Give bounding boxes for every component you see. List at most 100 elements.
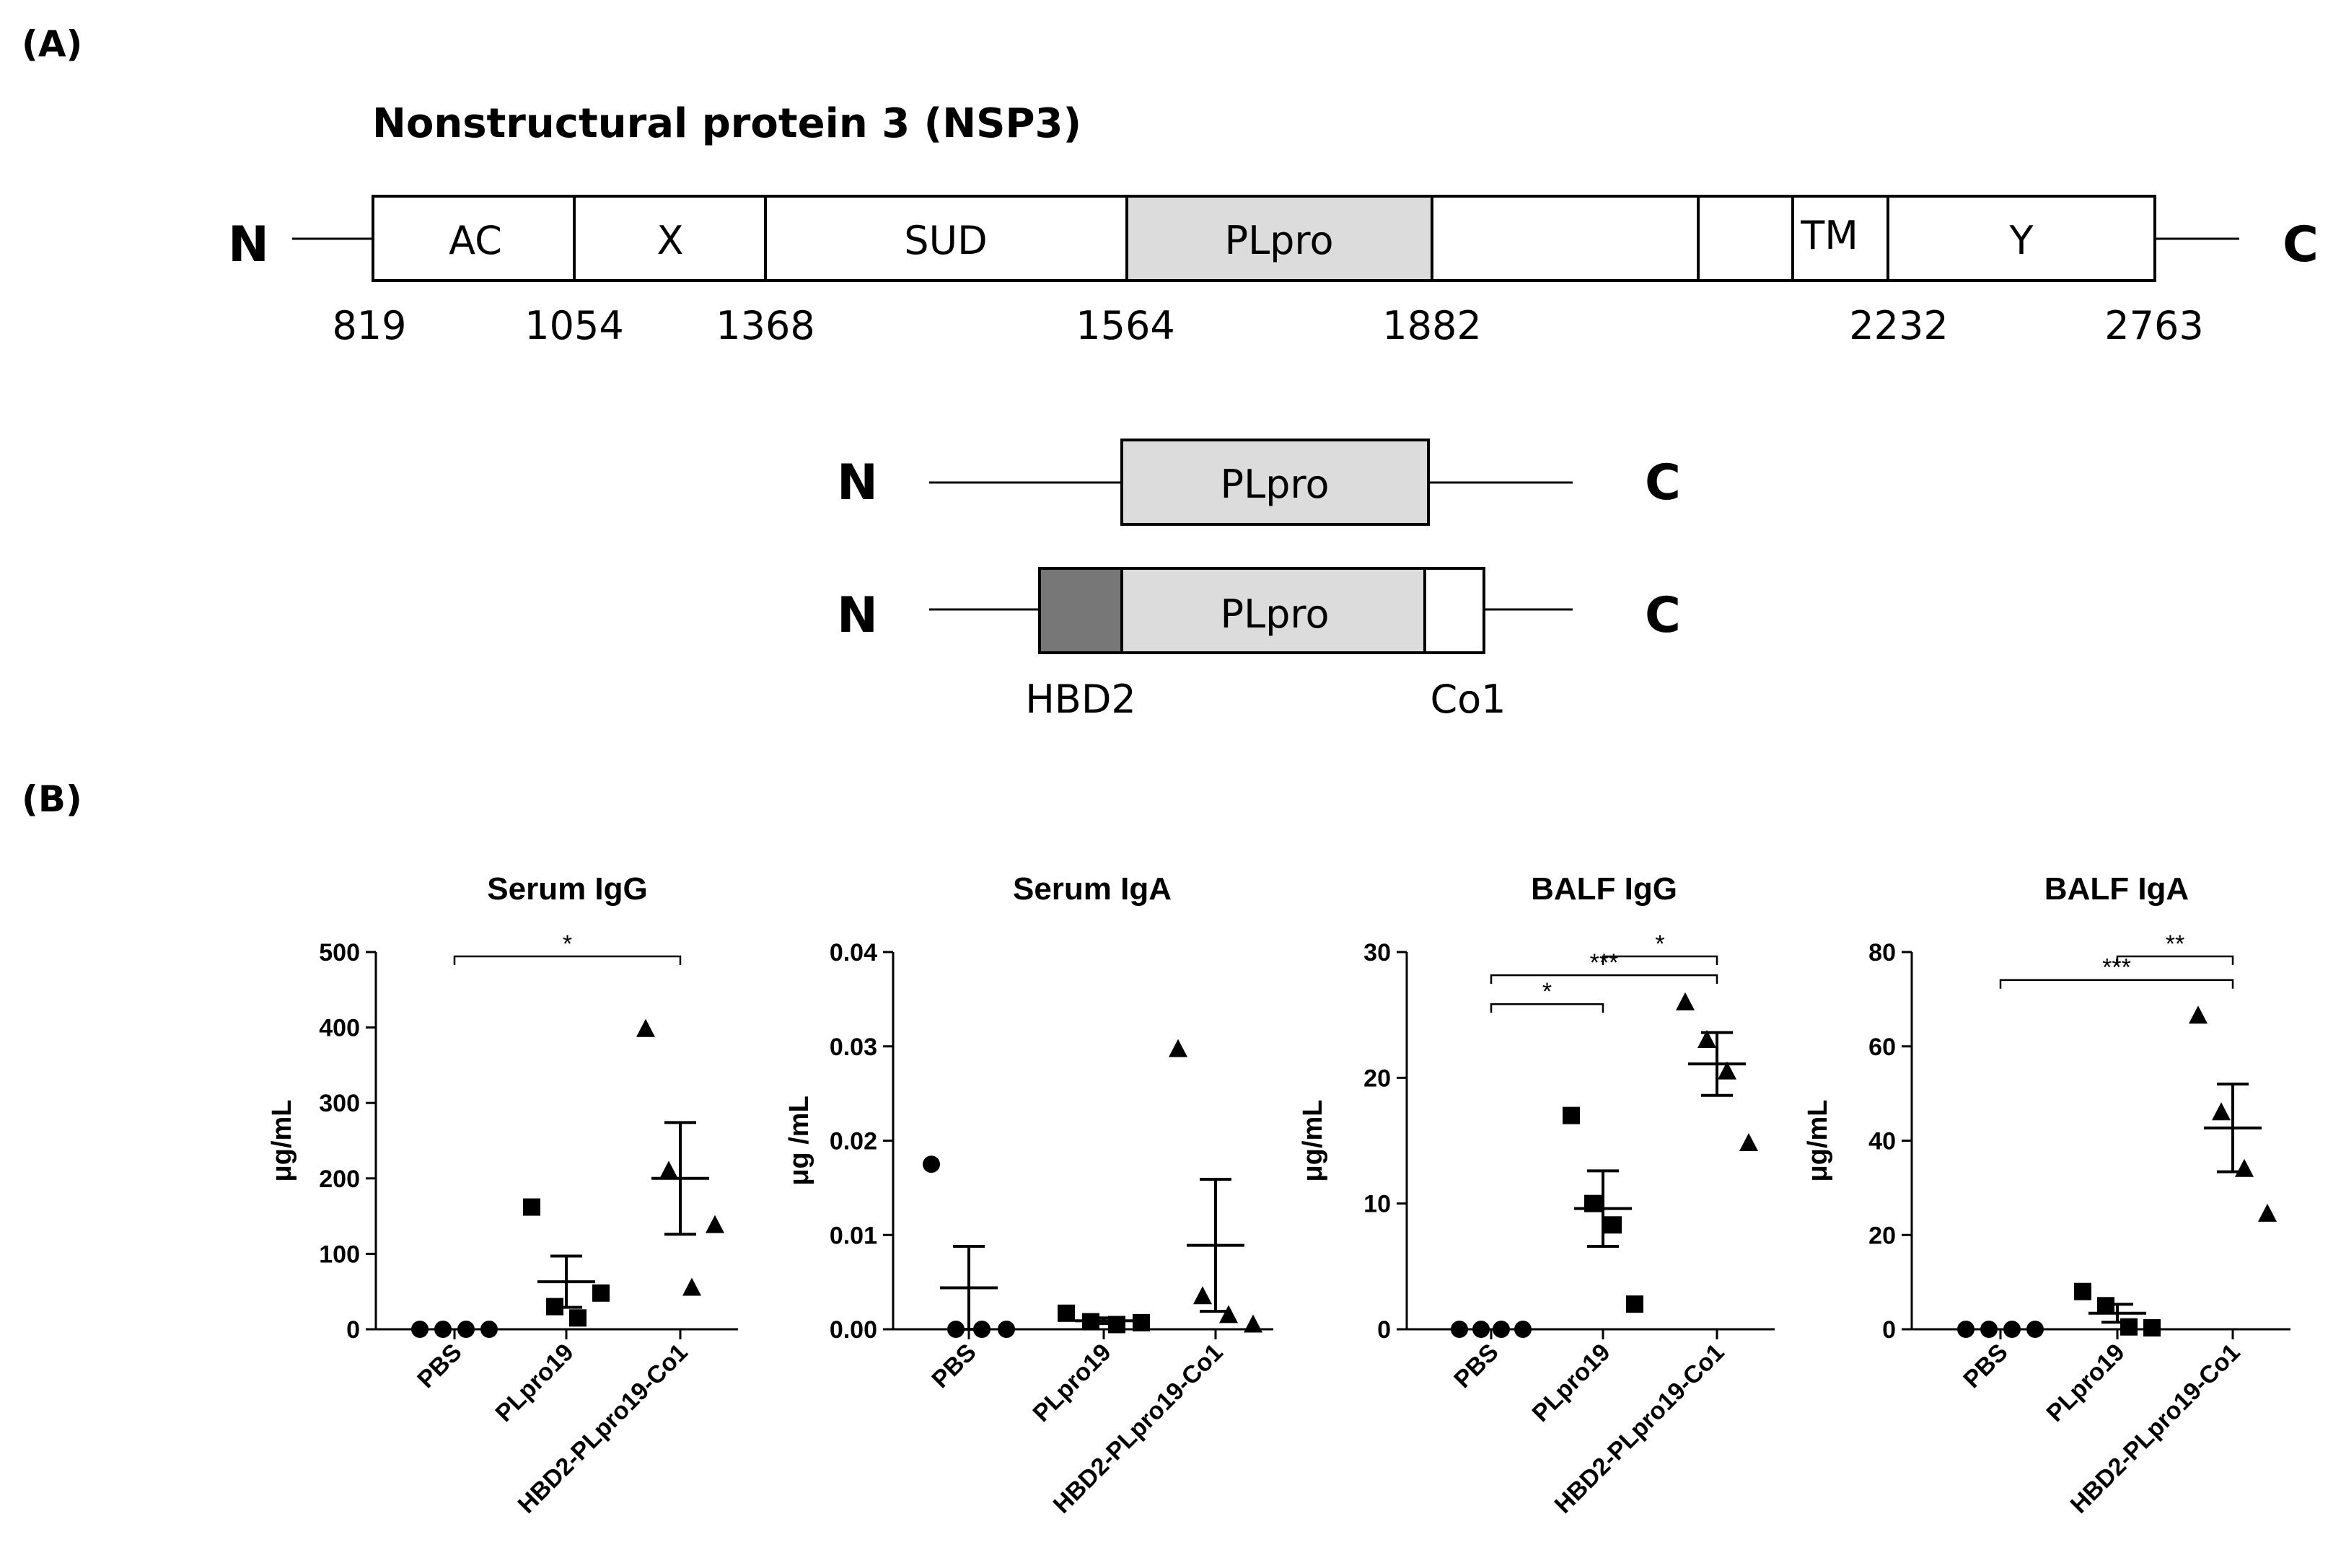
data-point [1514, 1321, 1532, 1338]
significance-label: *** [2102, 954, 2131, 982]
nsp3-position-2232: 2232 [1849, 303, 1948, 348]
construct-plpro19: N PLpro C [837, 439, 1681, 526]
nsp3-domain-label-y: Y [2009, 218, 2034, 263]
nsp3-domain-label-ac: AC [449, 218, 502, 263]
data-point [1718, 1061, 1736, 1080]
data-point [2074, 1282, 2091, 1300]
y-tick-label: 0 [1377, 1316, 1391, 1344]
y-tick-label: 30 [1363, 939, 1391, 966]
data-point [523, 1198, 540, 1216]
nsp3-position-1564: 1564 [1076, 303, 1174, 348]
x-category-label: PLpro19 [491, 1339, 579, 1427]
data-point [411, 1321, 429, 1338]
nsp3-position-819: 819 [332, 303, 406, 348]
construct2-c-terminus: C [1645, 587, 1681, 644]
construct2-co1-label: Co1 [1430, 677, 1506, 722]
y-tick-label: 0 [346, 1316, 360, 1344]
data-point [1604, 1216, 1622, 1234]
y-tick-label: 20 [1868, 1222, 1896, 1249]
construct2-hbd2-label: HBD2 [1025, 677, 1136, 722]
y-tick-label: 500 [319, 939, 360, 966]
nsp3-n-terminus: N [228, 216, 269, 273]
data-point [1980, 1321, 1998, 1338]
y-tick-label: 0.02 [830, 1128, 877, 1155]
data-point [1133, 1313, 1150, 1331]
construct1-plpro-label: PLpro [1221, 462, 1330, 507]
y-tick-label: 0.00 [830, 1316, 877, 1344]
x-category-label: PBS [926, 1339, 981, 1393]
nsp3-title: Nonstructural protein 3 (NSP3) [372, 100, 1081, 147]
data-point [2189, 1005, 2208, 1024]
data-point [2235, 1158, 2254, 1177]
chart-title: BALF IgG [1531, 871, 1677, 907]
y-tick-label: 400 [319, 1015, 360, 1042]
data-point [2258, 1203, 2277, 1222]
y-axis-label: μg/mL [1803, 1099, 1833, 1181]
chart-title: Serum IgA [1013, 871, 1172, 907]
data-point [1676, 992, 1695, 1010]
nsp3-domain-y [1886, 195, 2156, 282]
data-point [2026, 1321, 2044, 1338]
data-point [2212, 1102, 2231, 1121]
y-tick-label: 0 [1882, 1316, 1896, 1344]
construct2-hbd2-box [1038, 567, 1123, 654]
nsp3-position-1368: 1368 [716, 303, 814, 348]
nsp3-map: N C AC X SUD PLpro TM Y 819 1054 1368 15… [228, 195, 2319, 348]
data-point [1493, 1321, 1510, 1338]
x-category-label: PLpro19 [2042, 1339, 2130, 1427]
data-point [1451, 1321, 1468, 1338]
construct2-n-terminus: N [837, 587, 878, 644]
data-point [659, 1160, 678, 1179]
nsp3-domain-label-x: X [657, 218, 684, 263]
data-point [636, 1018, 655, 1037]
significance-bracket [1490, 974, 1718, 985]
x-category-label: PLpro19 [1028, 1339, 1117, 1427]
construct-hbd2-plpro19-co1: N PLpro C HBD2 Co1 [837, 567, 1681, 722]
data-point [1244, 1314, 1262, 1333]
significance-bracket [1999, 979, 2234, 989]
data-point [1169, 1039, 1187, 1057]
construct1-c-terminus: C [1645, 454, 1681, 511]
y-tick-label: 0.01 [830, 1222, 877, 1249]
y-tick-label: 60 [1868, 1034, 1896, 1061]
y-tick-label: 200 [319, 1166, 360, 1193]
data-point [457, 1321, 475, 1338]
data-point [1219, 1305, 1238, 1323]
data-point [1193, 1286, 1212, 1305]
significance-bracket [2116, 955, 2234, 965]
data-point [1739, 1132, 1758, 1151]
x-category-label: PLpro19 [1527, 1339, 1616, 1427]
data-point [569, 1309, 587, 1327]
data-point [480, 1321, 498, 1338]
nsp3-domain-label-plpro: PLpro [1225, 218, 1334, 263]
data-point [1058, 1304, 1075, 1322]
x-category-label: PBS [1449, 1339, 1503, 1393]
data-point [1626, 1295, 1643, 1313]
significance-label: * [1542, 978, 1552, 1005]
y-axis-label: μg /mL [784, 1096, 814, 1186]
y-tick-label: 10 [1363, 1191, 1391, 1218]
y-axis-label: μg/mL [1298, 1099, 1328, 1181]
chart-2: Serum IgA μg /mL 0.00 0.01 0.02 0.03 0.04 PBS PL… [784, 871, 1273, 1519]
construct2-plpro-label: PLpro [1221, 591, 1330, 637]
y-axis-label: μg/mL [267, 1099, 297, 1181]
data-point [1472, 1321, 1490, 1338]
x-category-label: PBS [412, 1339, 467, 1393]
y-tick-label: 40 [1868, 1128, 1896, 1155]
panel-a-label: (A) [22, 23, 82, 65]
nsp3-domain-label-tm: TM [1800, 213, 1858, 258]
data-point [592, 1284, 610, 1302]
y-tick-label: 0.03 [830, 1034, 877, 1061]
y-tick-label: 300 [319, 1090, 360, 1117]
y-tick-label: 80 [1868, 939, 1896, 966]
construct1-n-terminus: N [837, 454, 878, 511]
significance-bracket [1602, 955, 1718, 965]
chart-title: Serum IgG [487, 871, 648, 907]
significance-bracket [453, 955, 682, 965]
nsp3-domain-sud [764, 195, 1128, 282]
data-point [1957, 1321, 1975, 1338]
